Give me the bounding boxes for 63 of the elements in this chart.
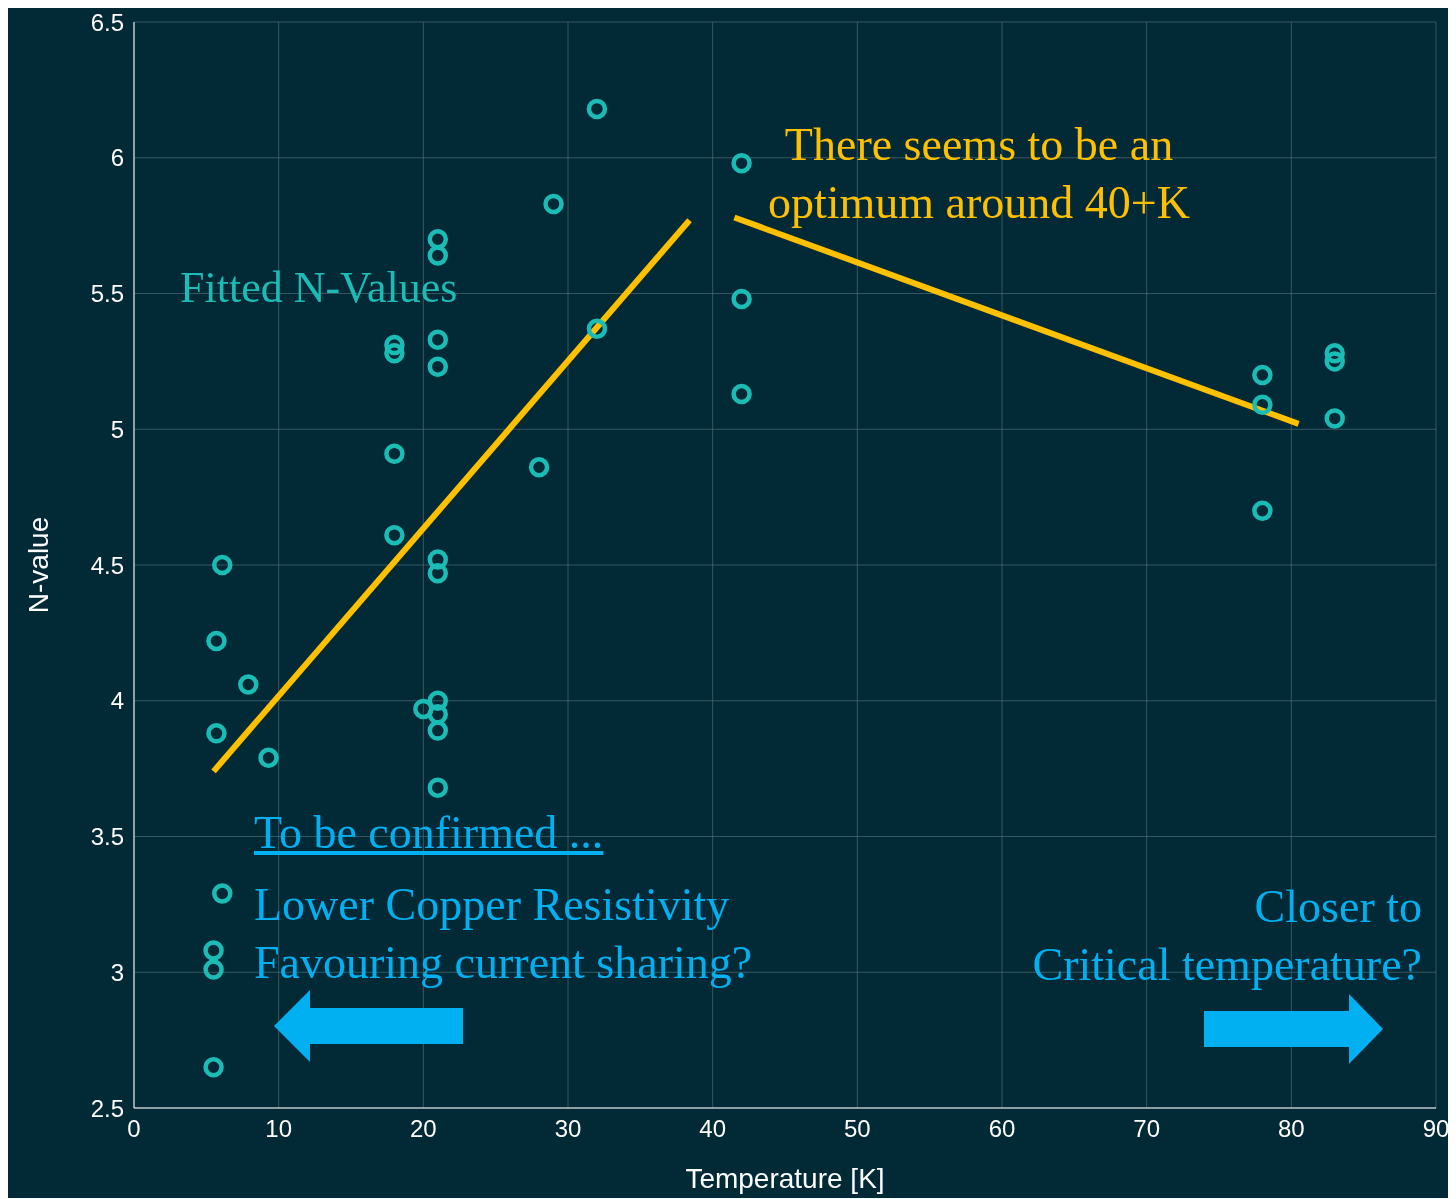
- y-tick-label: 4: [110, 687, 124, 715]
- point: [427, 720, 449, 741]
- point: [238, 674, 259, 695]
- point: [212, 554, 233, 576]
- point: [1324, 342, 1345, 364]
- point: [427, 704, 449, 725]
- point: [528, 457, 550, 478]
- y-tick-label: 5.5: [90, 280, 124, 308]
- point: [586, 98, 608, 120]
- point: [384, 524, 405, 546]
- point: [427, 549, 449, 570]
- point: [384, 334, 405, 356]
- point: [203, 1057, 224, 1078]
- point: [586, 318, 608, 340]
- point: [206, 723, 227, 744]
- point: [203, 959, 224, 980]
- point: [1252, 364, 1273, 386]
- point: [1324, 408, 1345, 429]
- point: [731, 288, 752, 310]
- point: [1252, 394, 1273, 416]
- y-tick-label: 3: [110, 958, 124, 986]
- x-tick-label: 50: [843, 1115, 871, 1143]
- point: [206, 630, 227, 652]
- x-tick-label: 30: [554, 1115, 582, 1143]
- x-tick-label: 40: [699, 1115, 727, 1143]
- series-label: Fitted N-Values: [180, 262, 458, 313]
- x-tick-label: 70: [1133, 1115, 1161, 1143]
- point: [258, 747, 279, 769]
- point: [427, 329, 449, 350]
- point: [427, 356, 449, 378]
- point: [427, 562, 449, 584]
- y-tick-label: 6: [110, 144, 124, 172]
- point: [384, 443, 405, 464]
- annotation: Closer to Critical temperature?: [1032, 880, 1422, 992]
- x-tick-label: 10: [265, 1115, 293, 1143]
- point: [203, 940, 224, 961]
- annotation: There seems to be an optimum around 40+K: [768, 118, 1191, 230]
- point: [427, 690, 449, 711]
- y-axis-title: N-value: [22, 516, 54, 614]
- x-tick-label: 0: [127, 1115, 141, 1143]
- y-tick-label: 3.5: [90, 823, 124, 851]
- point: [212, 883, 233, 904]
- point: [427, 228, 449, 250]
- point: [427, 777, 449, 798]
- y-tick-label: 6.5: [90, 8, 124, 36]
- x-tick-label: 60: [988, 1115, 1016, 1143]
- y-tick-label: 5: [110, 415, 124, 443]
- point: [731, 383, 752, 405]
- x-tick-label: 80: [1277, 1115, 1305, 1143]
- x-axis-title: Temperature [K]: [685, 1163, 885, 1194]
- point: [731, 152, 752, 174]
- point: [1324, 351, 1345, 372]
- point: [413, 698, 434, 720]
- point: [427, 245, 449, 266]
- annotation: Lower Copper Resistivity Favouring current sharing?: [254, 878, 753, 990]
- point: [543, 193, 564, 215]
- point: [1252, 500, 1273, 521]
- x-tick-label: 20: [409, 1115, 437, 1143]
- point: [384, 342, 405, 364]
- annotation: To be confirmed ...: [254, 806, 604, 860]
- y-tick-label: 4.5: [90, 551, 124, 579]
- y-tick-label: 2.5: [90, 1094, 124, 1122]
- x-tick-label: 90: [1422, 1115, 1450, 1143]
